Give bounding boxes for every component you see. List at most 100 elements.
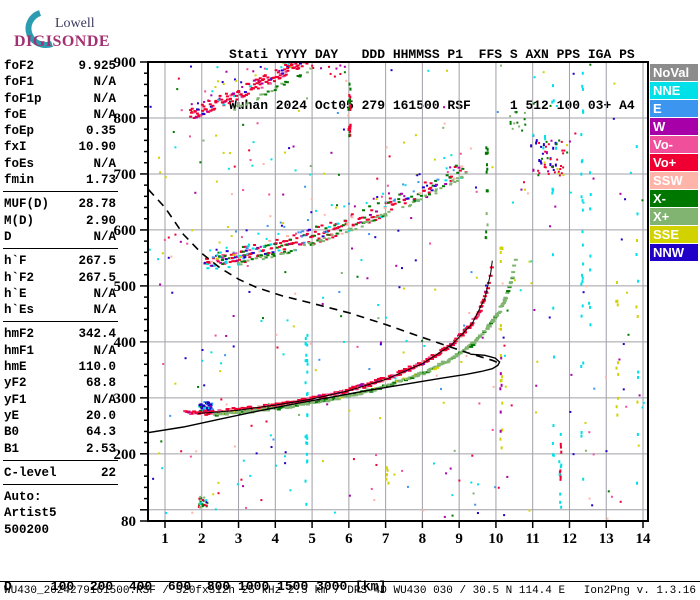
param-label: hmF1 — [4, 343, 35, 358]
param-row: fmin 1.73 — [2, 172, 119, 188]
footer-file-info: WU430_2024279161500.RSF / 520fx512h 25 k… — [4, 585, 566, 597]
y-tick-label: 400 — [114, 335, 137, 351]
footer-divider — [0, 581, 700, 582]
param-value: 0.35 — [85, 124, 116, 139]
param-value: N/A — [93, 343, 116, 358]
param-label: h`Es — [4, 303, 35, 318]
param-row: yE 20.0 — [2, 408, 119, 424]
param-row: foEs N/A — [2, 156, 119, 172]
param-row: foF1 N/A — [2, 74, 119, 90]
param-label: yF2 — [4, 376, 27, 391]
y-tick-label: 900 — [114, 55, 137, 71]
param-label: M(D) — [4, 213, 35, 228]
param-row: C-level 22 — [2, 465, 119, 481]
header-station-info: Stati YYYY DAY DDD HHMMSS P1 FFS S AXN P… — [229, 12, 635, 148]
param-row: hmF1 N/A — [2, 343, 119, 359]
param-value: N/A — [93, 156, 116, 171]
legend-item-vo+: Vo+ — [650, 154, 698, 171]
param-row: h`F 267.5 — [2, 253, 119, 269]
distance-row: D 100 200 400 600 800 1000 1500 3000 [km… — [4, 579, 387, 594]
param-value: N/A — [93, 303, 116, 318]
header-line-fields: Stati YYYY DAY DDD HHMMSS P1 FFS S AXN P… — [229, 47, 635, 62]
param-label: hmE — [4, 360, 27, 375]
param-label: h`F2 — [4, 270, 35, 285]
param-row: h`F2 267.5 — [2, 270, 119, 286]
x-tick-label: 7 — [382, 531, 390, 547]
param-row: h`E N/A — [2, 286, 119, 302]
param-value: 20.0 — [85, 408, 116, 423]
direction-legend: NoVal NNE E W Vo- Vo+ SSW X- X+ SSE NNW — [650, 64, 698, 262]
param-label: h`E — [4, 286, 27, 301]
y-tick-label: 700 — [114, 167, 137, 183]
param-value: 64.3 — [85, 425, 116, 440]
param-value: N/A — [93, 286, 116, 301]
param-value: N/A — [93, 107, 116, 122]
param-value: 1.73 — [85, 173, 116, 188]
param-label: B0 — [4, 425, 20, 440]
param-value: 342.4 — [78, 327, 116, 342]
param-label: Artist5 — [4, 506, 57, 521]
param-label: foF1 — [4, 75, 35, 90]
footer: WU430_2024279161500.RSF / 520fx512h 25 k… — [4, 585, 696, 597]
x-tick-label: 4 — [272, 531, 280, 547]
param-row: B1 2.53 — [2, 441, 119, 457]
x-tick-label: 12 — [562, 531, 577, 547]
param-row: foF2 9.925 — [2, 58, 119, 74]
param-value: N/A — [93, 229, 116, 244]
panel-divider — [3, 248, 118, 250]
logo-text-digisonde: DIGISONDE — [14, 33, 110, 50]
param-row: fxI 10.90 — [2, 139, 119, 155]
legend-item-nne: NNE — [650, 82, 698, 99]
param-value: N/A — [93, 75, 116, 90]
y-tick-label: 500 — [114, 279, 137, 295]
param-label: foE — [4, 107, 27, 122]
panel-divider — [3, 459, 118, 461]
legend-item-ssw: SSW — [650, 172, 698, 189]
param-row: M(D) 2.90 — [2, 213, 119, 229]
y-tick-label: 800 — [114, 111, 137, 127]
param-label: C-level — [4, 465, 57, 480]
param-label: B1 — [4, 441, 20, 456]
panel-divider — [3, 484, 118, 486]
param-label: hmF2 — [4, 327, 35, 342]
param-value: 28.78 — [78, 197, 116, 212]
legend-item-noval: NoVal — [650, 64, 698, 81]
x-tick-label: 10 — [488, 531, 503, 547]
x-tick-label: 14 — [636, 531, 652, 547]
param-row: Auto: — [2, 489, 119, 505]
param-label: fxI — [4, 140, 27, 155]
param-row: hmF2 342.4 — [2, 326, 119, 342]
param-label: MUF(D) — [4, 197, 50, 212]
lowell-digisonde-logo: Lowell DIGISONDE — [14, 10, 110, 50]
param-row: D N/A — [2, 229, 119, 245]
x-tick-label: 8 — [419, 531, 427, 547]
x-tick-label: 6 — [345, 531, 353, 547]
param-label: D — [4, 229, 12, 244]
param-row: h`Es N/A — [2, 302, 119, 318]
param-value: 267.5 — [78, 254, 116, 269]
legend-item-vo-: Vo- — [650, 136, 698, 153]
param-value: 2.53 — [85, 441, 116, 456]
param-value: N/A — [93, 392, 116, 407]
logo-crescent-icon — [25, 10, 53, 48]
x-tick-label: 3 — [235, 531, 243, 547]
legend-item-e: E — [650, 100, 698, 117]
param-row: yF1 N/A — [2, 392, 119, 408]
parameter-panel: foF2 9.925 foF1 N/A foF1p N/A foE N/A foEp 0.35 fx… — [2, 58, 119, 538]
x-tick-label: 1 — [161, 531, 169, 547]
footer-program-version: Ion2Png v. 1.3.16 — [583, 585, 696, 597]
param-label: foEs — [4, 156, 35, 171]
y-tick-label: 200 — [114, 447, 137, 463]
param-label: foF2 — [4, 59, 35, 73]
panel-divider — [3, 321, 118, 323]
param-value: 110.0 — [78, 360, 116, 375]
x-tick-label: 13 — [599, 531, 614, 547]
param-value: 10.90 — [78, 140, 116, 155]
legend-item-sse: SSE — [650, 226, 698, 243]
param-value: 22 — [100, 465, 116, 480]
logo-text-lowell: Lowell — [55, 16, 95, 31]
param-value: 267.5 — [78, 270, 116, 285]
param-label: 500200 — [4, 522, 50, 537]
